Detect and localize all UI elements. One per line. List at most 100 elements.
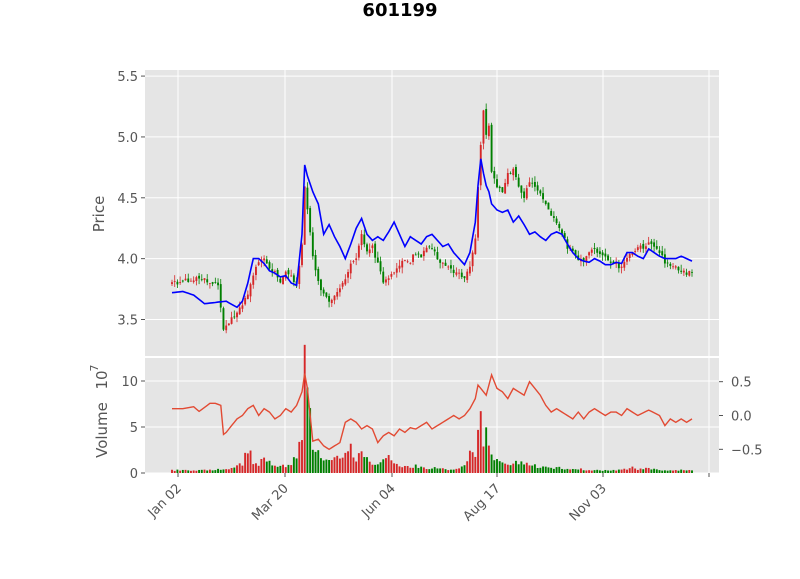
volume-bar (311, 449, 314, 473)
volume-axis-label: Volume (93, 402, 111, 458)
candle-body (181, 280, 184, 282)
volume-bar (450, 469, 452, 473)
candle-body (658, 250, 661, 253)
candle-body (680, 270, 683, 272)
candle-body (171, 282, 173, 285)
candle-body (582, 257, 585, 262)
volume-bar (685, 470, 688, 473)
candle-body (598, 251, 601, 255)
candle-body (325, 292, 328, 297)
candle-body (195, 277, 198, 281)
candle-body (322, 289, 325, 294)
volume-bar (463, 465, 466, 473)
volume-bar (458, 468, 461, 473)
volume-bar (490, 454, 493, 473)
candle-body (341, 282, 344, 287)
volume-bar (636, 469, 639, 473)
volume-bar (233, 467, 236, 473)
volume-bar (260, 459, 263, 473)
volume-bar (176, 469, 179, 473)
candle-body (409, 262, 412, 264)
volume-bar (355, 461, 358, 473)
volume-bar (393, 463, 396, 473)
candle-body (187, 278, 190, 282)
candle-body (604, 253, 607, 257)
candle-body (650, 241, 653, 245)
price-tick-label: 4.5 (117, 192, 138, 207)
volume-bar (230, 467, 233, 473)
candle-body (533, 181, 536, 187)
candle-body (406, 261, 409, 263)
candle-body (672, 266, 674, 268)
volume-bar (580, 468, 582, 473)
volume-bar (225, 469, 228, 473)
volume-bar (287, 464, 290, 473)
volume-bar (444, 469, 447, 473)
candle-body (561, 229, 563, 234)
candle-body (412, 254, 414, 262)
price-tick-label: 4.0 (117, 253, 138, 268)
volume-bar (533, 464, 536, 473)
volume-bar (604, 469, 607, 473)
volume-bar (547, 467, 550, 473)
volume-bar (617, 469, 620, 473)
volume-bar (344, 452, 347, 473)
candle-body (338, 288, 341, 293)
candle-body (206, 279, 209, 283)
candle-body (230, 317, 233, 324)
candle-body (612, 261, 615, 264)
candle-body (360, 234, 363, 246)
candle-body (515, 166, 517, 178)
volume-bar (214, 470, 217, 473)
candle-body (677, 266, 680, 271)
volume-bar (588, 470, 591, 473)
volume-bar (674, 470, 677, 473)
candle-body (211, 282, 214, 284)
volume-bar (441, 468, 444, 473)
volume-bars (171, 344, 693, 473)
candle-body (536, 185, 539, 191)
candle-body (371, 245, 374, 249)
price-panel-bg (145, 70, 719, 356)
volume-bar (371, 464, 374, 473)
candle-body (628, 254, 631, 259)
candle-body (366, 244, 368, 252)
volume-bar (385, 458, 387, 473)
candle-body (496, 179, 498, 188)
volume-bar (306, 387, 309, 473)
volume-bar (468, 450, 471, 473)
volume-bar (691, 470, 693, 473)
candle-body (674, 266, 677, 268)
candle-body (398, 265, 401, 269)
volume-bar (257, 465, 260, 473)
candle-body (487, 125, 490, 137)
candle-body (176, 281, 179, 285)
candle-body (645, 246, 647, 249)
volume-bar (642, 469, 645, 473)
volume-bar (539, 467, 542, 473)
candle-body (336, 292, 339, 297)
candle-body (309, 208, 312, 233)
candle-body (403, 260, 406, 262)
candle-body (425, 247, 428, 253)
volume-bar (433, 467, 436, 473)
volume-bar (485, 427, 488, 473)
volume-bar (295, 458, 298, 473)
price-tick-label: 3.5 (117, 313, 138, 328)
volume-bar (265, 461, 268, 473)
candle-body (219, 284, 222, 308)
volume-bar (431, 468, 433, 473)
volume-tick-label: 0 (130, 467, 138, 482)
volume-bar (626, 469, 628, 473)
x-tick-label: Mar 20 (249, 481, 292, 524)
candle-body (439, 259, 442, 263)
candle-body (466, 271, 469, 280)
volume-bar (244, 452, 247, 473)
volume-bar (558, 466, 561, 473)
candle-body (257, 262, 260, 266)
price-candles (171, 103, 693, 334)
candle-body (401, 260, 404, 268)
candle-body (626, 257, 628, 262)
candle-body (623, 262, 626, 268)
volume-bar (412, 467, 414, 473)
